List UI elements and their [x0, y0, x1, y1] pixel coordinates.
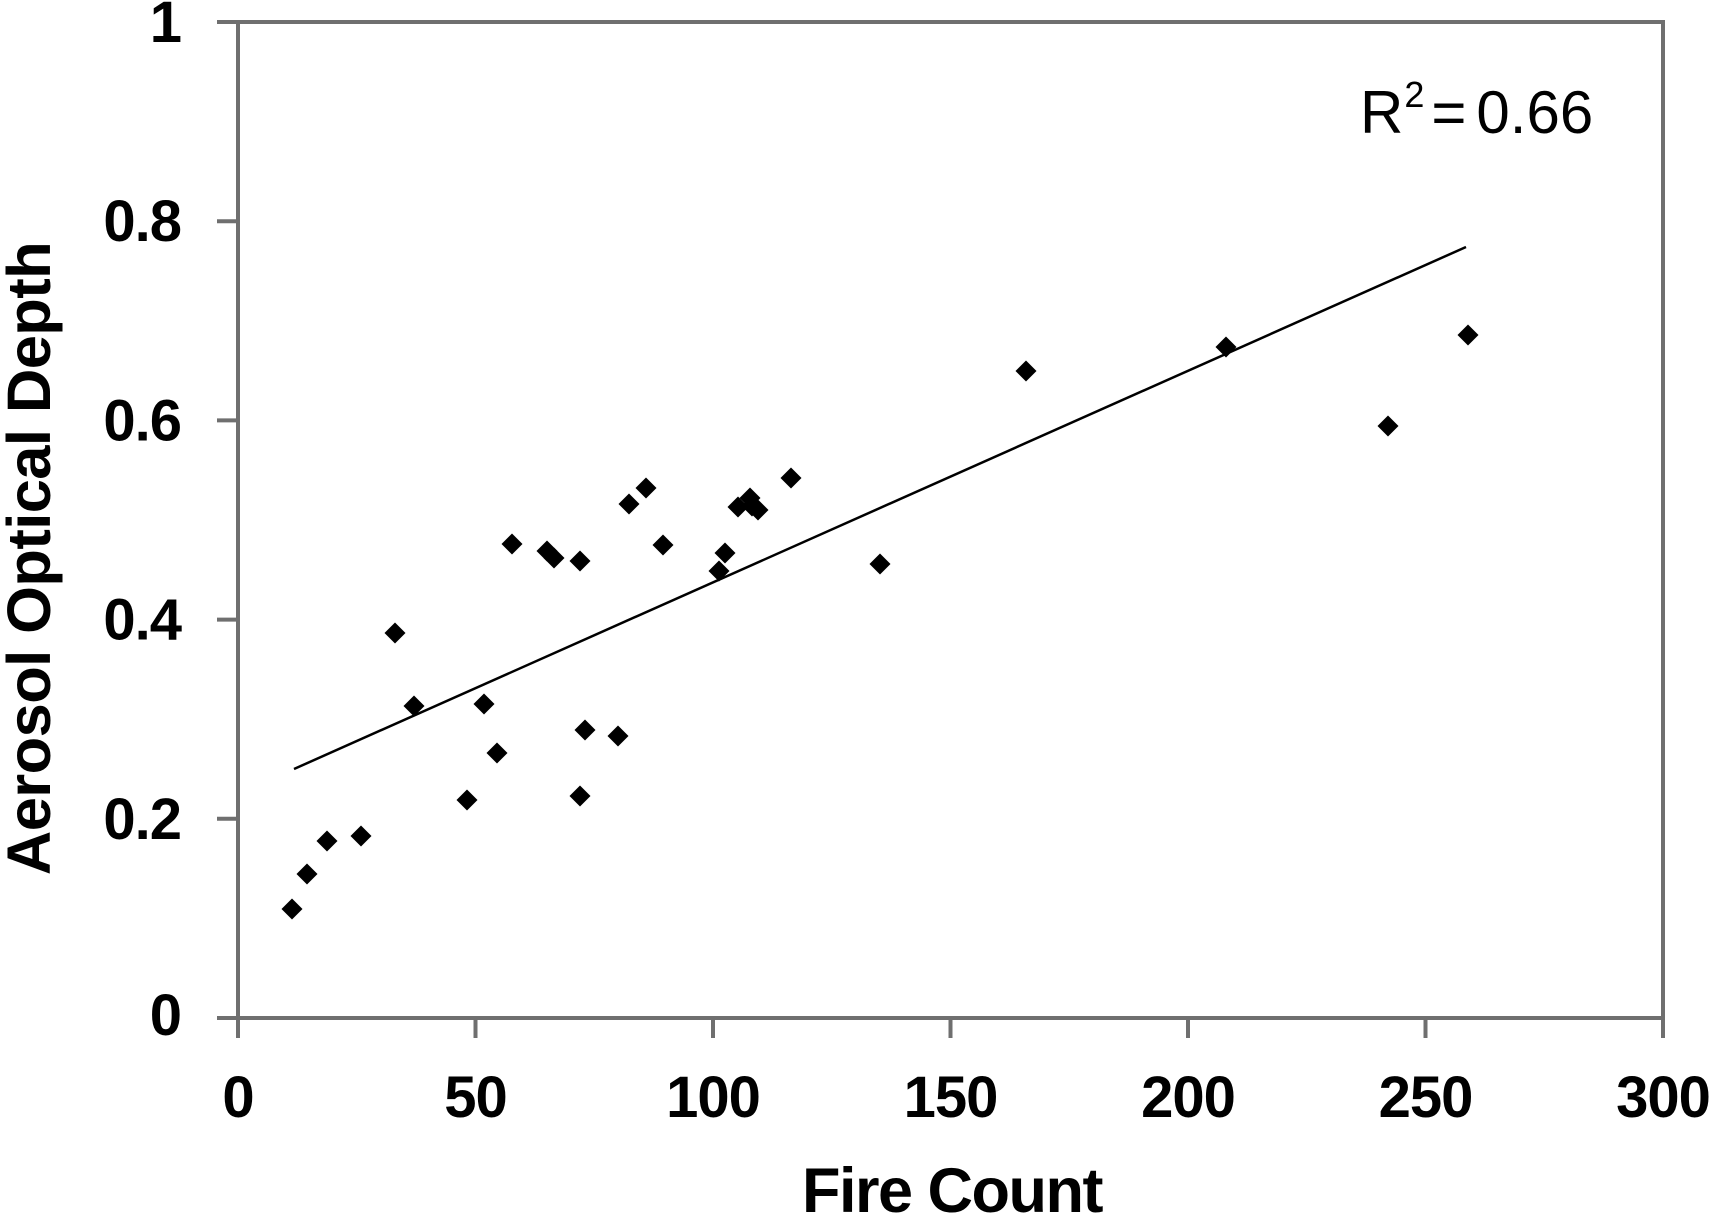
svg-text:0: 0: [222, 1065, 253, 1130]
svg-text:300: 300: [1616, 1065, 1710, 1130]
svg-text:100: 100: [666, 1065, 760, 1130]
svg-text:150: 150: [904, 1065, 998, 1130]
svg-text:R2=0.66: R2 = 0.66: [1360, 74, 1593, 146]
svg-text:Aerosol Optical Depth: Aerosol Optical Depth: [0, 242, 64, 875]
svg-text:1: 1: [150, 0, 181, 55]
svg-text:0.4: 0.4: [103, 588, 181, 653]
svg-text:0.2: 0.2: [103, 787, 181, 852]
svg-text:0: 0: [150, 983, 181, 1048]
svg-text:50: 50: [444, 1065, 507, 1130]
svg-text:Fire Count: Fire Count: [802, 1156, 1103, 1213]
svg-text:0.6: 0.6: [103, 388, 181, 453]
svg-text:0.8: 0.8: [103, 189, 181, 254]
svg-text:250: 250: [1379, 1065, 1473, 1130]
svg-text:200: 200: [1141, 1065, 1235, 1130]
